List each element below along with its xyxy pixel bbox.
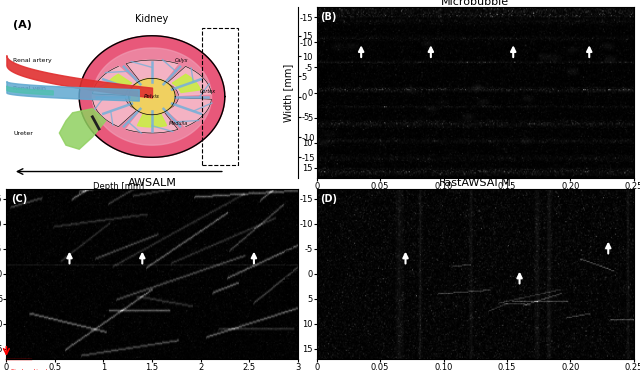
- Text: (D): (D): [321, 194, 338, 204]
- Polygon shape: [93, 98, 137, 127]
- Y-axis label: Width [mm]: Width [mm]: [317, 67, 326, 118]
- Text: Pelvis: Pelvis: [144, 94, 160, 99]
- Polygon shape: [138, 114, 166, 127]
- Polygon shape: [167, 98, 211, 127]
- Text: Kidney: Kidney: [136, 14, 168, 24]
- Text: Medulla: Medulla: [169, 121, 188, 126]
- Y-axis label: Width [mm]: Width [mm]: [284, 63, 294, 122]
- Text: Cortex: Cortex: [200, 88, 216, 94]
- Title: Microbubble: Microbubble: [441, 0, 509, 7]
- Text: Renal artery: Renal artery: [13, 58, 52, 63]
- Polygon shape: [172, 74, 200, 92]
- Title: FastAWSAI M: FastAWSAI M: [439, 178, 511, 188]
- Title: AWSALM: AWSALM: [127, 178, 177, 188]
- Polygon shape: [93, 66, 137, 95]
- Polygon shape: [129, 78, 175, 115]
- Polygon shape: [60, 109, 106, 149]
- Text: Depth [mm]: Depth [mm]: [93, 182, 145, 191]
- Text: Calyx: Calyx: [175, 58, 189, 63]
- Polygon shape: [126, 60, 178, 82]
- Text: (A): (A): [13, 20, 32, 30]
- Y-axis label: Width [mm]: Width [mm]: [284, 245, 294, 303]
- Text: First activat on: First activat on: [12, 369, 58, 370]
- Polygon shape: [167, 66, 211, 95]
- Text: (B): (B): [321, 13, 337, 23]
- X-axis label: Time [s]: Time [s]: [455, 196, 495, 206]
- Polygon shape: [104, 74, 132, 92]
- Text: (C): (C): [12, 194, 28, 204]
- Polygon shape: [126, 111, 178, 133]
- Text: Ureter: Ureter: [13, 131, 33, 135]
- Polygon shape: [92, 48, 212, 145]
- Text: Renal vein: Renal vein: [13, 86, 46, 91]
- Bar: [202, 28, 238, 165]
- Polygon shape: [79, 36, 225, 157]
